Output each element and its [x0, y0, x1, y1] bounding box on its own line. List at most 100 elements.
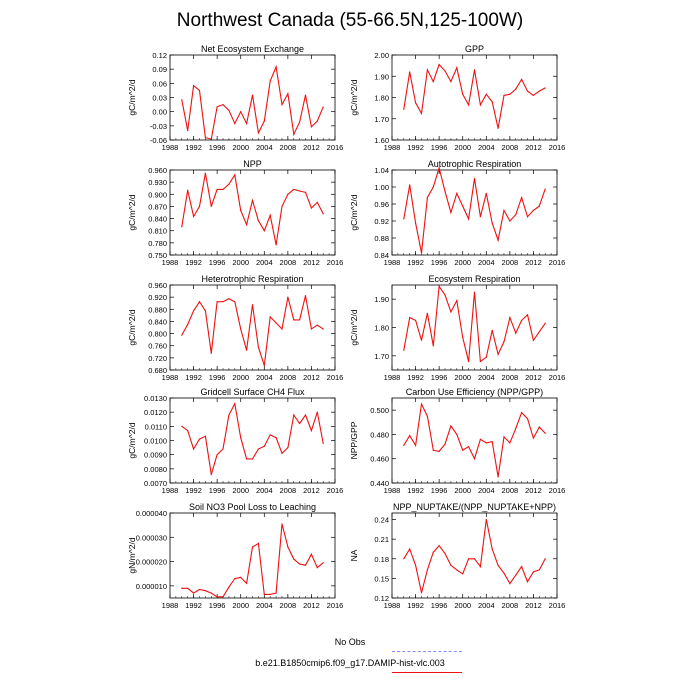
data-point [216, 106, 218, 108]
x-tick-label: 2004 [256, 486, 273, 495]
series-line [403, 63, 546, 129]
data-point [293, 414, 295, 416]
panel-title: Ecosystem Respiration [428, 274, 520, 284]
data-point [198, 588, 201, 591]
data-point [299, 422, 301, 425]
data-point [503, 436, 505, 438]
series-line [181, 173, 324, 246]
data-point [491, 329, 493, 331]
data-point [532, 571, 535, 573]
data-point [251, 546, 254, 548]
y-tick-label: 0.92 [374, 217, 389, 226]
y-tick-label: 1.70 [374, 352, 389, 361]
data-point [473, 458, 476, 460]
x-tick-label: 2008 [280, 143, 297, 152]
x-tick-label: 2000 [454, 601, 471, 610]
data-point [310, 429, 313, 432]
y-tick-label: 0.840 [148, 317, 167, 326]
data-point [426, 69, 428, 71]
x-tick-label: 2004 [478, 258, 495, 267]
y-tick-label: 0.780 [148, 239, 167, 248]
y-tick-label: 0.18 [374, 555, 389, 564]
data-point [181, 334, 183, 336]
data-point [479, 216, 481, 218]
x-tick-label: 1992 [407, 601, 424, 610]
data-point [532, 209, 535, 211]
data-point [204, 590, 206, 592]
panel-title: Autotrophic Respiration [428, 159, 522, 169]
panel-title: NPP_NUPTAKE/(NPP_NUPTAKE+NPP) [393, 502, 556, 512]
x-tick-label: 1992 [407, 143, 424, 152]
data-point [468, 360, 470, 363]
data-point [246, 224, 248, 226]
data-point [473, 177, 476, 180]
data-point [299, 121, 301, 123]
data-point [497, 353, 499, 356]
data-point [532, 339, 535, 341]
data-point [485, 356, 487, 358]
data-point [414, 564, 417, 566]
data-point [438, 545, 440, 547]
x-tick-label: 2000 [232, 258, 249, 267]
x-tick-label: 1988 [162, 486, 179, 495]
data-point [450, 311, 452, 313]
legend-model-line [392, 672, 462, 673]
data-point [473, 69, 476, 71]
data-point [509, 583, 511, 585]
x-tick-label: 2000 [232, 601, 249, 610]
data-point [234, 577, 236, 580]
data-point [316, 411, 318, 413]
y-tick-label: 1.80 [374, 324, 389, 333]
data-point [538, 331, 540, 333]
data-point [409, 184, 411, 186]
y-tick-label: 0.810 [148, 227, 167, 236]
data-point [544, 432, 546, 434]
x-tick-label: 1996 [431, 486, 448, 495]
data-point [269, 434, 271, 436]
data-point [293, 188, 295, 191]
data-point [275, 66, 277, 68]
data-point [479, 104, 481, 106]
data-point [299, 319, 301, 321]
x-tick-label: 1996 [209, 258, 226, 267]
data-point [479, 566, 481, 568]
series-line [181, 64, 324, 140]
x-tick-label: 2008 [280, 258, 297, 267]
figure-title: Northwest Canada (55-66.5N,125-100W) [176, 10, 524, 31]
data-point [444, 294, 446, 296]
data-point [468, 445, 470, 448]
data-point [299, 190, 301, 192]
series-line [403, 284, 546, 363]
x-tick-label: 2012 [303, 258, 320, 267]
data-point [299, 563, 301, 565]
data-point [509, 316, 511, 319]
legend-model-label: b.e21.B1850cmip6.f09_g17.DAMIP-hist-vlc.… [255, 658, 445, 668]
y-tick-label: 0.920 [148, 293, 167, 302]
data-point [240, 328, 242, 330]
data-point [485, 518, 487, 521]
data-point [316, 120, 318, 122]
y-tick-label: 1.90 [374, 72, 389, 81]
data-point [251, 304, 254, 306]
y-tick-label: 0.84 [374, 251, 389, 260]
data-point [526, 90, 529, 92]
data-point [192, 592, 195, 594]
data-point [468, 558, 470, 560]
panel-title: GPP [465, 44, 484, 54]
data-point [521, 319, 523, 322]
x-tick-label: 1988 [162, 143, 179, 152]
x-tick-label: 2012 [525, 143, 542, 152]
data-point [181, 226, 183, 228]
data-point [497, 239, 499, 241]
data-point [246, 458, 248, 460]
x-tick-label: 2016 [327, 373, 344, 382]
y-tick-label: 0.0120 [144, 408, 167, 417]
data-point [251, 458, 254, 460]
legend-obs-line [392, 651, 462, 652]
x-tick-label: 1988 [384, 601, 401, 610]
data-point [432, 345, 434, 347]
y-tick-label: 0.000020 [136, 558, 167, 567]
data-point [287, 446, 289, 449]
data-point [281, 205, 283, 208]
data-point [403, 349, 405, 351]
